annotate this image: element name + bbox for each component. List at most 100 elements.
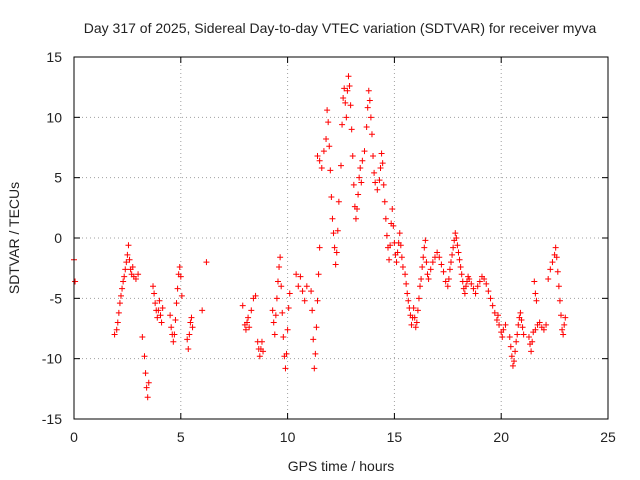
data-point [414, 307, 421, 314]
data-point [449, 251, 456, 258]
data-point [561, 321, 568, 328]
data-point [440, 268, 447, 275]
data-point [156, 297, 163, 304]
data-point [540, 326, 547, 333]
data-point [333, 249, 340, 256]
data-point [502, 321, 509, 328]
data-point [282, 365, 289, 372]
data-point [356, 174, 363, 181]
data-point [139, 333, 146, 340]
data-point [167, 312, 174, 319]
data-point [295, 283, 302, 290]
data-point [171, 331, 178, 338]
data-point [343, 114, 350, 121]
data-point [462, 283, 469, 290]
data-point [280, 333, 287, 340]
data-point [271, 331, 278, 338]
data-point [506, 333, 513, 340]
data-point [327, 167, 334, 174]
data-point [340, 95, 347, 102]
data-point [145, 379, 152, 386]
y-tick-label: 0 [54, 230, 62, 246]
data-point [318, 165, 325, 172]
y-tick-label: 10 [46, 109, 62, 125]
data-point [461, 290, 468, 297]
data-point [245, 314, 252, 321]
data-point [366, 97, 373, 104]
data-point [355, 191, 362, 198]
data-point [174, 285, 181, 292]
data-point [350, 181, 357, 188]
data-point [487, 295, 494, 302]
data-point [301, 297, 308, 304]
data-point [158, 319, 165, 326]
data-point [553, 254, 560, 261]
data-point [115, 309, 122, 316]
data-point [159, 304, 166, 311]
data-point [338, 162, 344, 169]
data-point [405, 297, 412, 304]
data-point [359, 157, 366, 164]
data-point [348, 126, 355, 133]
data-point [284, 326, 291, 333]
data-point [244, 319, 251, 326]
data-point [383, 232, 390, 239]
data-point [438, 261, 445, 268]
data-point [299, 288, 306, 295]
data-point [517, 309, 524, 316]
data-points [71, 73, 569, 401]
data-point [429, 259, 436, 266]
data-point [507, 343, 514, 350]
data-point [157, 312, 164, 319]
data-point [114, 319, 121, 326]
data-point [425, 276, 432, 283]
data-point [113, 326, 120, 333]
data-point [199, 307, 206, 314]
data-point [398, 254, 405, 261]
data-point [335, 198, 342, 205]
data-point [330, 230, 337, 237]
data-point [346, 82, 353, 89]
data-point [123, 259, 130, 266]
x-axis-label: GPS time / hours [288, 458, 395, 474]
data-point [357, 165, 364, 172]
data-point [252, 292, 259, 299]
data-point [154, 314, 161, 321]
data-point [344, 87, 351, 94]
data-point [403, 280, 410, 287]
data-point [309, 307, 316, 314]
data-point [532, 290, 539, 297]
data-point [349, 152, 356, 159]
data-point [173, 300, 180, 307]
data-point [559, 326, 566, 333]
y-tick-label: -5 [50, 290, 63, 306]
data-point [151, 290, 158, 297]
data-point [274, 278, 281, 285]
data-point [412, 324, 419, 331]
data-point [470, 285, 477, 292]
data-point [325, 119, 332, 126]
data-point [483, 280, 490, 287]
data-point [386, 256, 393, 263]
data-point [500, 326, 507, 333]
data-point [511, 358, 518, 365]
data-point [332, 261, 339, 268]
data-point [408, 321, 415, 328]
data-point [352, 215, 359, 222]
data-point [345, 73, 352, 80]
data-point [125, 242, 132, 249]
data-point [424, 271, 431, 278]
data-point [525, 333, 532, 340]
data-point [418, 276, 425, 283]
data-point [393, 259, 400, 266]
data-point [150, 283, 157, 290]
data-point [326, 143, 333, 150]
data-point [508, 353, 515, 360]
data-point [481, 276, 488, 283]
data-point [135, 271, 142, 278]
data-point [413, 319, 420, 326]
data-point [422, 237, 429, 244]
data-point [178, 292, 185, 299]
data-point [379, 160, 386, 167]
data-point [285, 304, 292, 311]
